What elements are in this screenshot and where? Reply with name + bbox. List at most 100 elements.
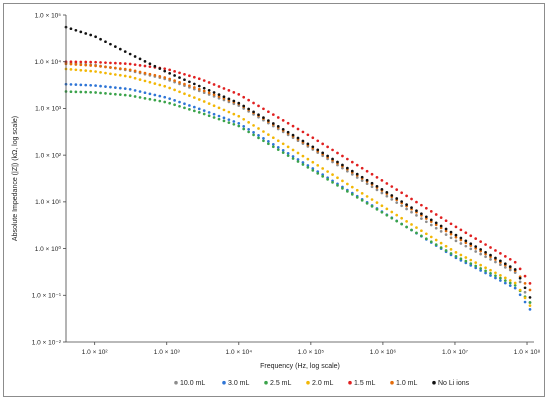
data-point xyxy=(341,187,344,190)
x-tick-label: 1.0 × 10⁷ xyxy=(442,349,469,356)
data-point xyxy=(212,116,216,119)
data-point xyxy=(365,178,369,182)
data-point xyxy=(316,139,320,143)
data-point xyxy=(257,127,260,130)
data-point xyxy=(138,70,142,74)
data-point xyxy=(257,136,260,140)
data-point xyxy=(173,103,176,107)
data-point xyxy=(429,210,433,213)
data-point xyxy=(183,92,186,96)
data-point xyxy=(375,188,379,192)
data-point xyxy=(469,234,473,238)
data-point xyxy=(188,74,191,78)
data-point xyxy=(336,176,339,180)
data-point xyxy=(484,266,487,270)
data-point xyxy=(89,33,93,37)
data-point xyxy=(207,91,211,95)
data-point xyxy=(173,79,176,82)
data-point xyxy=(232,120,236,123)
data-point xyxy=(420,234,423,238)
data-point xyxy=(123,50,127,53)
data-point xyxy=(420,203,423,207)
data-point xyxy=(148,65,152,69)
data-point xyxy=(178,104,181,108)
data-point xyxy=(410,206,413,209)
series-4 xyxy=(64,60,532,285)
data-point xyxy=(281,149,285,152)
data-point xyxy=(237,101,241,105)
data-point xyxy=(138,96,142,99)
data-point xyxy=(350,160,354,164)
data-point xyxy=(89,83,93,87)
data-point xyxy=(350,193,354,196)
data-point xyxy=(390,185,394,188)
data-point xyxy=(168,68,172,72)
data-point xyxy=(503,254,507,258)
data-point xyxy=(306,164,310,167)
data-point xyxy=(400,216,404,220)
data-point xyxy=(439,224,443,228)
data-point xyxy=(479,263,482,267)
data-point xyxy=(459,238,463,242)
data-point xyxy=(424,237,428,241)
data-point xyxy=(128,94,132,97)
data-point xyxy=(385,213,389,217)
legend-label: 3.0 mL xyxy=(228,380,250,387)
data-point xyxy=(74,60,78,64)
data-point xyxy=(489,268,492,272)
data-point xyxy=(513,271,517,274)
data-point xyxy=(311,145,315,149)
data-point xyxy=(69,27,73,31)
data-point xyxy=(74,28,78,32)
data-point xyxy=(197,107,201,111)
data-point xyxy=(74,90,78,94)
y-tick-label: 1.0 × 10² xyxy=(35,152,62,159)
data-point xyxy=(489,274,492,277)
data-point xyxy=(464,239,468,243)
series-6 xyxy=(64,25,532,299)
data-point xyxy=(346,166,349,170)
data-point xyxy=(484,271,487,275)
data-point xyxy=(128,75,132,79)
data-point xyxy=(508,279,512,282)
data-point xyxy=(267,133,270,136)
data-point xyxy=(528,304,532,307)
data-point xyxy=(439,226,443,230)
data-point xyxy=(153,98,157,102)
data-point xyxy=(168,77,172,81)
data-point xyxy=(513,281,517,285)
data-point xyxy=(346,169,349,173)
data-point xyxy=(424,232,428,236)
data-point xyxy=(267,110,270,114)
data-point xyxy=(148,97,152,101)
data-point xyxy=(69,90,73,94)
data-point xyxy=(217,106,221,110)
data-point xyxy=(508,281,512,285)
data-point xyxy=(237,114,241,118)
data-point xyxy=(252,133,255,137)
data-point xyxy=(262,139,265,143)
series-3 xyxy=(64,67,532,307)
data-point xyxy=(523,286,527,290)
data-point xyxy=(109,85,112,89)
data-point xyxy=(114,61,117,65)
data-point xyxy=(385,194,389,198)
legend-marker xyxy=(348,380,352,385)
data-point xyxy=(114,45,117,48)
data-point xyxy=(474,264,478,268)
data-point xyxy=(104,85,107,88)
data-point xyxy=(370,198,374,201)
data-point xyxy=(336,160,339,164)
data-point xyxy=(479,240,482,243)
data-point xyxy=(528,301,532,304)
data-point xyxy=(355,163,359,167)
data-point xyxy=(405,203,408,206)
data-point xyxy=(109,72,112,76)
legend-label: 1.0 mL xyxy=(396,380,418,387)
data-point xyxy=(301,161,305,164)
data-point xyxy=(291,133,295,137)
data-point xyxy=(242,104,246,108)
y-tick-label: 1.0 × 10⁻² xyxy=(32,339,62,346)
data-point xyxy=(503,266,507,269)
data-point xyxy=(89,60,93,64)
